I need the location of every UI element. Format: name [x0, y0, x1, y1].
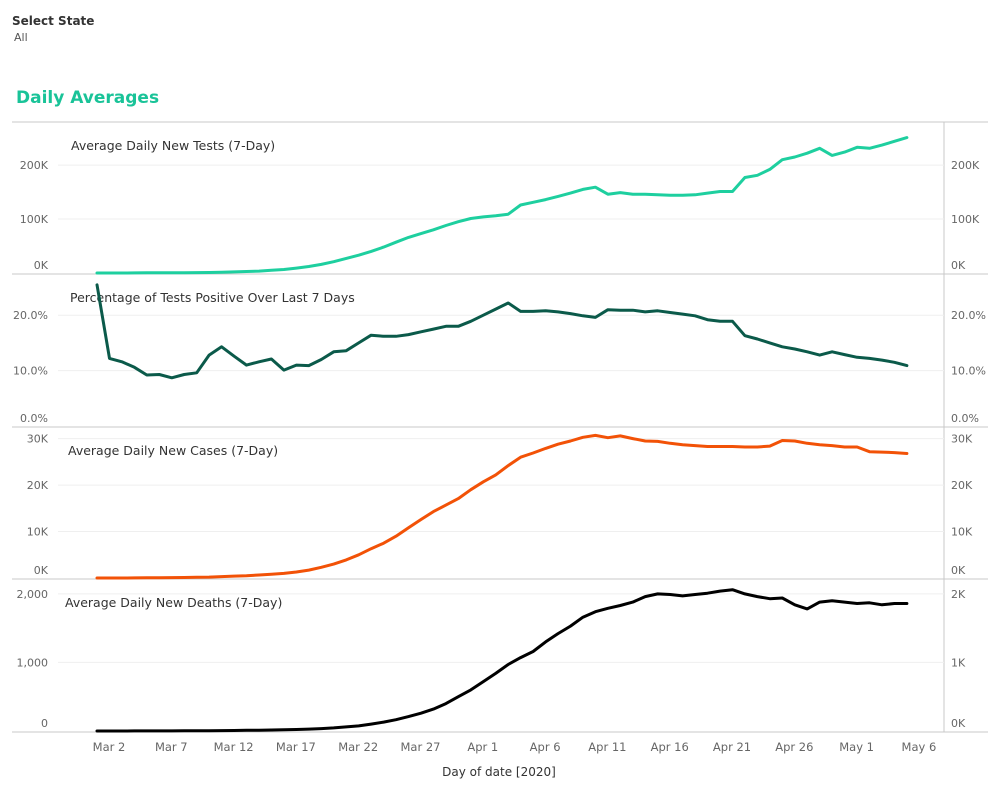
deaths-series-line: [95, 588, 909, 733]
cases-y-tick-label-right: 0K: [951, 564, 966, 577]
deaths-panel-title: Average Daily New Deaths (7-Day): [65, 595, 282, 610]
cases-series-line: [95, 433, 909, 580]
positive-series-line: [95, 283, 909, 380]
state-filter-label: Select State: [12, 14, 95, 28]
positive-y-tick-label-right: 10.0%: [951, 365, 986, 378]
x-tick-label: Mar 12: [214, 740, 254, 754]
dashboard-title: Daily Averages: [16, 88, 160, 108]
x-tick-label: Apr 1: [467, 740, 498, 754]
tests-y-tick-label-left: 0K: [34, 259, 49, 272]
positive-y-tick-label-left: 20.0%: [13, 309, 48, 322]
cases-y-tick-label-left: 30K: [27, 433, 49, 446]
state-filter-value[interactable]: All: [14, 31, 28, 44]
positive-y-tick-label-left: 0.0%: [20, 412, 48, 425]
x-tick-label: May 6: [902, 740, 937, 754]
deaths-y-tick-label-right: 1K: [951, 656, 966, 669]
deaths-y-tick-label-left: 0: [41, 717, 48, 730]
positive-panel-title: Percentage of Tests Positive Over Last 7…: [70, 290, 355, 305]
x-tick-label: Mar 22: [338, 740, 378, 754]
tests-y-tick-label-right: 200K: [951, 159, 980, 172]
cases-y-tick-label-right: 30K: [951, 433, 973, 446]
x-tick-label: May 1: [839, 740, 874, 754]
x-tick-label: Mar 17: [276, 740, 316, 754]
x-tick-label: Mar 2: [93, 740, 126, 754]
cases-panel-title: Average Daily New Cases (7-Day): [68, 443, 278, 458]
deaths-y-tick-label-right: 0K: [951, 717, 966, 730]
cases-y-tick-label-right: 20K: [951, 479, 973, 492]
positive-y-tick-label-right: 0.0%: [951, 412, 979, 425]
cases-y-tick-label-left: 20K: [27, 479, 49, 492]
x-tick-label: Apr 21: [713, 740, 751, 754]
tests-series-line: [95, 136, 909, 275]
cases-y-tick-label-left: 0K: [34, 564, 49, 577]
deaths-y-tick-label-left: 1,000: [17, 656, 49, 669]
x-tick-label: Mar 27: [401, 740, 441, 754]
deaths-y-tick-label-left: 2,000: [17, 588, 49, 601]
tests-y-tick-label-left: 100K: [20, 213, 49, 226]
tests-y-tick-label-right: 0K: [951, 259, 966, 272]
state-filter[interactable]: Select State All: [12, 14, 94, 44]
x-tick-label: Apr 6: [530, 740, 561, 754]
x-tick-label: Mar 7: [155, 740, 188, 754]
cases-y-tick-label-left: 10K: [27, 526, 49, 539]
tests-y-tick-label-left: 200K: [20, 159, 49, 172]
tests-y-tick-label-right: 100K: [951, 213, 980, 226]
x-axis-title: Day of date [2020]: [442, 765, 556, 779]
positive-y-tick-label-right: 20.0%: [951, 309, 986, 322]
positive-y-tick-label-left: 10.0%: [13, 365, 48, 378]
x-tick-label: Apr 11: [588, 740, 626, 754]
deaths-y-tick-label-right: 2K: [951, 588, 966, 601]
cases-y-tick-label-right: 10K: [951, 526, 973, 539]
x-tick-label: Apr 26: [775, 740, 813, 754]
tests-panel-title: Average Daily New Tests (7-Day): [71, 138, 275, 153]
x-tick-label: Apr 16: [651, 740, 689, 754]
